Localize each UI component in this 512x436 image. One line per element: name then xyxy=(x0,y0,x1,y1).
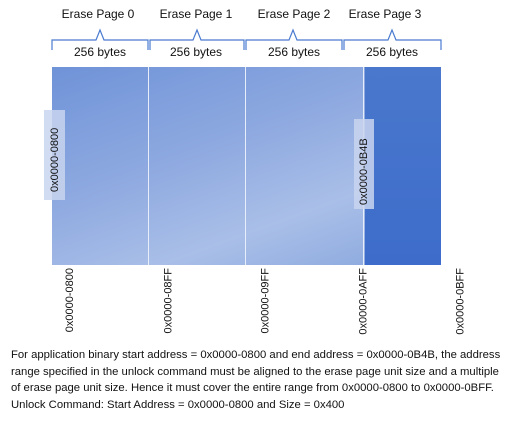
erase-page-1-label: Erase Page 1 xyxy=(159,7,233,21)
description: For application binary start address = 0… xyxy=(11,347,501,413)
unused-tail-region xyxy=(365,67,441,265)
erase-page-3-label: Erase Page 3 xyxy=(348,7,422,21)
end-marker-label: 0x0000-0B4B xyxy=(358,138,370,205)
flash-memory-block xyxy=(52,67,441,265)
erase-page-0-label: Erase Page 0 xyxy=(61,7,135,21)
description-paragraph: For application binary start address = 0… xyxy=(11,349,501,394)
address-label-3: 0x0000-0AFF xyxy=(358,268,370,335)
page-1-size: 256 bytes xyxy=(169,45,223,59)
page-0-size: 256 bytes xyxy=(73,45,127,59)
end-marker-box xyxy=(354,119,374,209)
brace-page-1 xyxy=(149,28,245,50)
address-label-1: 0x0000-08FF xyxy=(162,268,174,334)
page-2-size: 256 bytes xyxy=(267,45,321,59)
start-marker-label: 0x0000-0800 xyxy=(49,127,61,192)
brace-page-3 xyxy=(343,28,442,50)
erase-page-2-label: Erase Page 2 xyxy=(257,7,331,21)
address-label-2: 0x0000-09FF xyxy=(259,268,271,334)
page-braces xyxy=(51,28,442,50)
address-label-0: 0x0000-0800 xyxy=(64,268,76,333)
unlock-command-text: Unlock Command: Start Address = 0x0000-0… xyxy=(11,398,345,411)
page-divider-2 xyxy=(245,67,246,265)
start-marker-box xyxy=(44,110,65,200)
address-label-4: 0x0000-0BFF xyxy=(455,268,467,335)
brace-page-2 xyxy=(245,28,343,50)
page-3-size: 256 bytes xyxy=(365,45,419,59)
page-divider-1 xyxy=(148,67,149,265)
brace-page-0 xyxy=(51,28,149,50)
